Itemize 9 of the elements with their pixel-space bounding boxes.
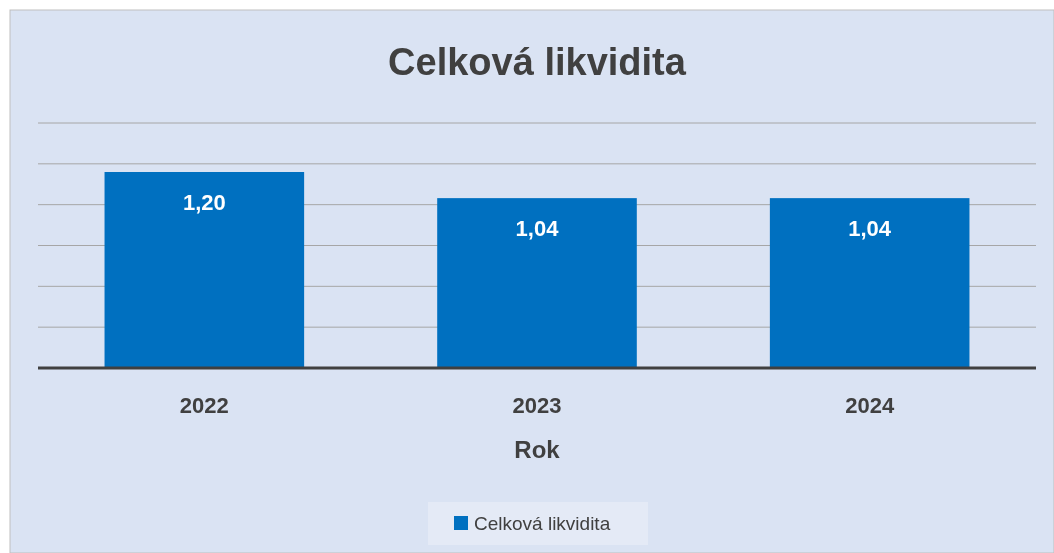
x-tick-label: 2022 [179, 393, 229, 418]
x-tick-label: 2023 [512, 393, 562, 418]
x-tick-label: 2024 [845, 393, 895, 418]
data-label: 1,20 [182, 190, 226, 215]
data-label: 1,04 [848, 216, 892, 242]
x-axis-title: Rok [514, 436, 561, 463]
chart-title: Celková likvidita [388, 41, 687, 83]
data-label: 1,04 [515, 216, 560, 242]
legend-label: Celková likvidita [474, 513, 611, 534]
